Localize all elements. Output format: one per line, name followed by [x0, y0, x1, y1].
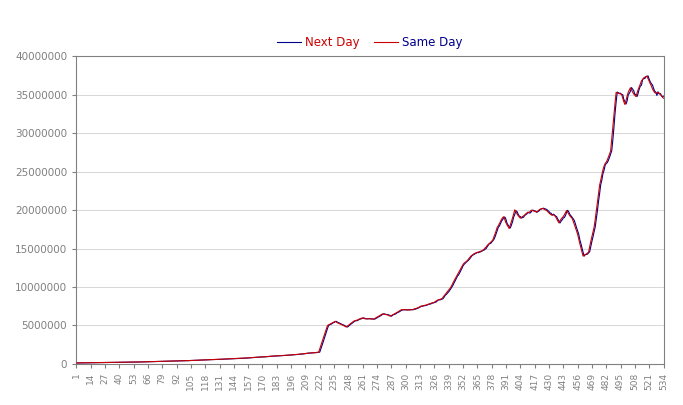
Legend: Next Day, Same Day: Next Day, Same Day: [273, 32, 468, 54]
Same Day: [549, 213, 557, 217]
Line: Same Day: Same Day: [76, 76, 663, 363]
Same Day: [643, 74, 651, 79]
Line: Next Day: Next Day: [76, 76, 663, 363]
Same Day: [355, 317, 363, 322]
Same Day: [247, 355, 255, 360]
Next Day: [355, 317, 363, 322]
Same Day: [297, 352, 305, 356]
Same Day: [659, 96, 667, 100]
Next Day: [72, 360, 81, 365]
Next Day: [247, 355, 255, 360]
Next Day: [644, 74, 652, 79]
Same Day: [72, 360, 81, 365]
Next Day: [590, 229, 598, 234]
Next Day: [549, 212, 557, 217]
Next Day: [297, 352, 305, 356]
Next Day: [656, 91, 665, 96]
Next Day: [659, 94, 667, 98]
Same Day: [656, 92, 665, 97]
Same Day: [590, 225, 598, 230]
